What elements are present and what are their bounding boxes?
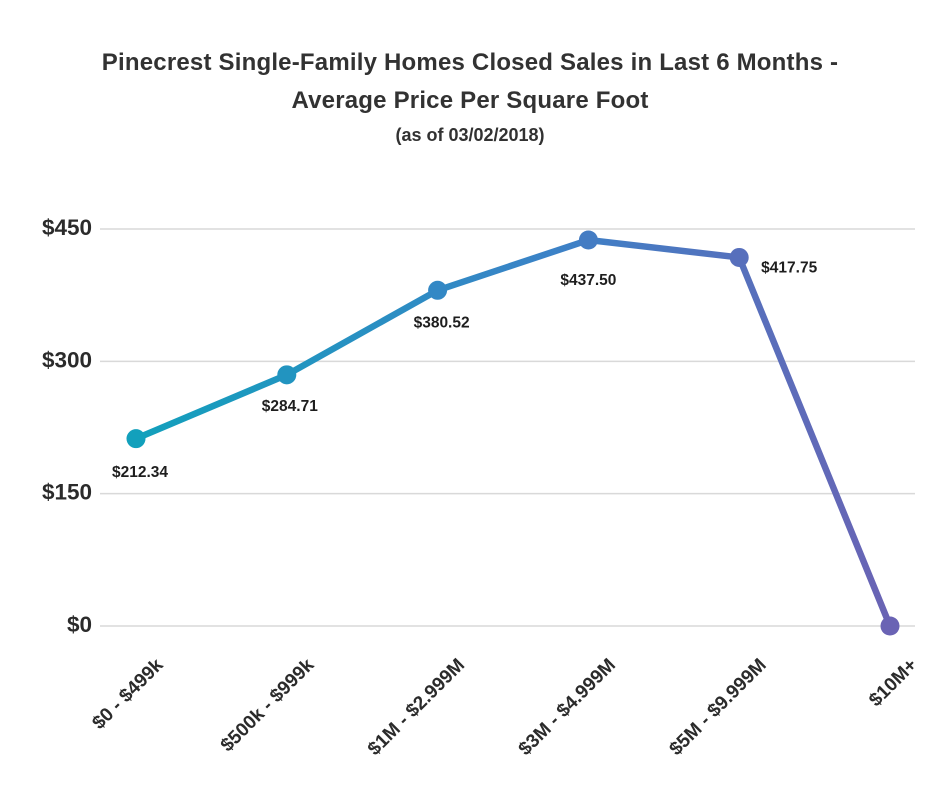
y-axis-tick-label: $0 [67, 612, 92, 637]
data-point [277, 365, 297, 385]
data-point [126, 429, 146, 449]
data-point [880, 616, 900, 636]
chart-subtitle: (as of 03/02/2018) [395, 125, 545, 145]
data-point-label: $212.34 [112, 464, 168, 481]
data-point-label: $417.75 [761, 260, 817, 277]
data-point [578, 230, 598, 250]
data-point [729, 247, 749, 267]
data-point-label: $437.50 [560, 272, 616, 289]
x-axis-tick-label: $3M - $4.999M [515, 655, 620, 760]
data-point-label: $284.71 [262, 398, 318, 415]
data-point [428, 280, 448, 300]
x-axis-tick-label: $5M - $9.999M [666, 655, 771, 760]
y-axis-tick-label: $300 [42, 347, 92, 372]
chart-title-line-2: Average Price Per Square Foot [291, 87, 649, 114]
x-axis-tick-label: $0 - $499k [88, 654, 167, 733]
x-axis-tick-label: $10M+ [865, 655, 921, 711]
price-line [132, 236, 894, 630]
y-axis-tick-label: $150 [42, 480, 92, 505]
data-point-label: $380.52 [414, 314, 470, 331]
x-axis-tick-label: $1M - $2.999M [364, 655, 469, 760]
y-axis-tick-label: $450 [42, 215, 92, 240]
chart-header: Pinecrest Single-Family Homes Closed Sal… [0, 44, 940, 146]
x-axis-tick-label: $500k - $999k [217, 654, 319, 756]
chart-title-line-1: Pinecrest Single-Family Homes Closed Sal… [101, 49, 839, 76]
